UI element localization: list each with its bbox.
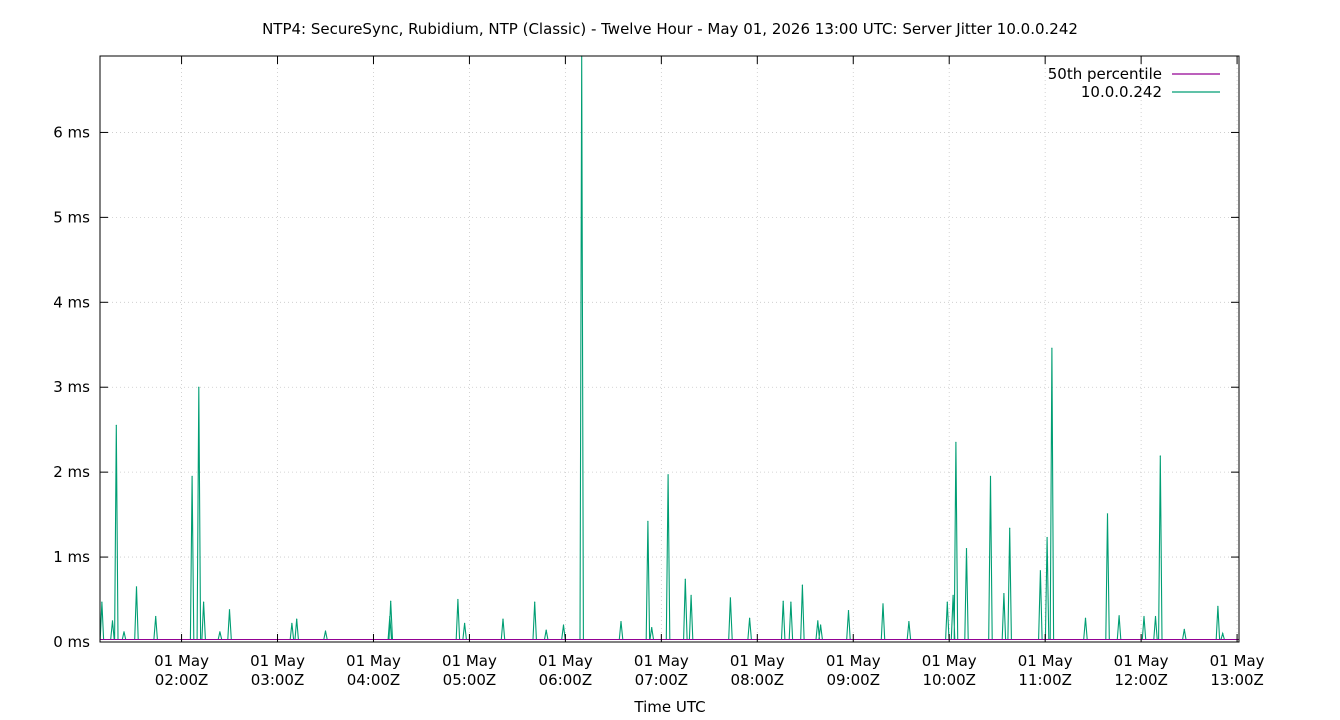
jitter-spike-point bbox=[1051, 347, 1053, 349]
jitter-spike-point bbox=[1222, 632, 1224, 635]
jitter-spike-point bbox=[457, 598, 459, 601]
jitter-spike-point bbox=[782, 600, 784, 602]
jitter-spike-point bbox=[324, 630, 327, 632]
x-tick-label-time: 06:00Z bbox=[539, 671, 593, 689]
legend-label: 10.0.0.242 bbox=[1081, 83, 1162, 101]
y-tick-label: 4 ms bbox=[53, 293, 90, 311]
jitter-spike-point bbox=[1046, 536, 1048, 539]
jitter-spike-point bbox=[464, 622, 466, 624]
jitter-spike-point bbox=[115, 424, 117, 426]
x-tick-label-day: 01 May bbox=[1018, 652, 1073, 670]
jitter-spike-point bbox=[1039, 570, 1041, 572]
y-tick-label: 6 ms bbox=[53, 123, 90, 141]
x-tick-label-day: 01 May bbox=[634, 652, 689, 670]
x-tick-label-time: 07:00Z bbox=[635, 671, 689, 689]
jitter-spike-point bbox=[729, 597, 732, 599]
x-tick-label-time: 02:00Z bbox=[155, 671, 209, 689]
x-tick-label-time: 08:00Z bbox=[731, 671, 785, 689]
x-tick-label-time: 12:00Z bbox=[1114, 671, 1168, 689]
series-line-10-0-0-242 bbox=[99, 55, 1239, 641]
jitter-spike-point bbox=[790, 601, 792, 603]
y-tick-label: 3 ms bbox=[53, 378, 90, 396]
jitter-spike-point bbox=[1154, 615, 1157, 618]
jitter-spike-point bbox=[1143, 615, 1145, 618]
jitter-spike-point bbox=[1217, 605, 1219, 607]
plot-border bbox=[99, 55, 1240, 643]
x-tick-label-day: 01 May bbox=[922, 652, 977, 670]
jitter-spike-point bbox=[965, 548, 968, 550]
x-tick-label-day: 01 May bbox=[346, 652, 401, 670]
jitter-spike-point bbox=[101, 601, 103, 603]
jitter-spike-point bbox=[1118, 615, 1120, 617]
jitter-spike-point bbox=[820, 624, 822, 626]
jitter-spike-point bbox=[191, 475, 193, 477]
x-tick-label-day: 01 May bbox=[1114, 652, 1169, 670]
x-tick-label-day: 01 May bbox=[442, 652, 497, 670]
jitter-spike-point bbox=[1183, 628, 1185, 630]
x-tick-label-time: 10:00Z bbox=[922, 671, 976, 689]
jitter-spike-point bbox=[203, 601, 205, 603]
x-tick-label-time: 05:00Z bbox=[443, 671, 497, 689]
y-tick-label: 1 ms bbox=[53, 548, 90, 566]
jitter-spike-point bbox=[390, 600, 392, 602]
jitter-spike-point bbox=[684, 578, 686, 580]
jitter-spike-point bbox=[1106, 513, 1109, 515]
jitter-spike-point bbox=[647, 520, 649, 523]
jitter-spike-point bbox=[651, 627, 653, 629]
jitter-spike-point bbox=[545, 629, 547, 631]
jitter-spike-point bbox=[562, 624, 565, 626]
jitter-spike-point bbox=[955, 441, 957, 443]
jitter-spike-point bbox=[502, 618, 504, 620]
x-tick-label-day: 01 May bbox=[730, 652, 785, 670]
jitter-spike-point bbox=[946, 601, 948, 603]
x-tick-label-day: 01 May bbox=[826, 652, 881, 670]
jitter-spike-point bbox=[198, 386, 200, 388]
x-tick-label-time: 11:00Z bbox=[1018, 671, 1072, 689]
jitter-spike-point bbox=[123, 631, 125, 633]
jitter-spike-point bbox=[296, 618, 298, 620]
jitter-spike-point bbox=[817, 620, 819, 622]
jitter-spike-point bbox=[847, 610, 850, 612]
x-tick-label-time: 09:00Z bbox=[826, 671, 880, 689]
y-tick-label: 5 ms bbox=[53, 208, 90, 226]
jitter-spike-point bbox=[620, 621, 622, 623]
y-tick-label: 2 ms bbox=[53, 463, 90, 481]
x-axis-label: Time UTC bbox=[633, 698, 705, 716]
jitter-spike-point bbox=[389, 615, 391, 618]
chart-title: NTP4: SecureSync, Rubidium, NTP (Classic… bbox=[262, 20, 1078, 38]
jitter-spike-point bbox=[667, 474, 669, 476]
jitter-spike-point bbox=[908, 621, 910, 623]
x-tick-label-time: 13:00Z bbox=[1210, 671, 1264, 689]
jitter-spike-point bbox=[111, 620, 114, 622]
jitter-spike-point bbox=[291, 622, 293, 624]
legend-label: 50th percentile bbox=[1048, 65, 1162, 83]
jitter-spike-point bbox=[1003, 593, 1005, 595]
y-tick-label: 0 ms bbox=[53, 633, 90, 651]
x-tick-label-time: 03:00Z bbox=[251, 671, 305, 689]
x-tick-label-day: 01 May bbox=[250, 652, 305, 670]
jitter-spike-point bbox=[1009, 527, 1011, 529]
jitter-spike-point bbox=[882, 603, 884, 605]
x-tick-label-time: 04:00Z bbox=[347, 671, 401, 689]
jitter-spike-point bbox=[228, 609, 231, 611]
x-tick-label-day: 01 May bbox=[538, 652, 593, 670]
jitter-spike-point bbox=[801, 584, 804, 586]
jitter-spike-point bbox=[1084, 617, 1087, 619]
jitter-spike-point bbox=[155, 615, 157, 618]
jitter-spike-point bbox=[989, 475, 992, 477]
jitter-spike-point bbox=[749, 617, 751, 619]
jitter-spike-point bbox=[690, 594, 692, 596]
grid-layer bbox=[100, 56, 1239, 642]
jitter-spike-point bbox=[1159, 455, 1161, 457]
jitter-spike-point bbox=[135, 586, 138, 588]
jitter-spike-point bbox=[219, 631, 221, 633]
x-tick-label-day: 01 May bbox=[1210, 652, 1265, 670]
series-layer bbox=[99, 55, 1239, 641]
x-tick-label-day: 01 May bbox=[154, 652, 209, 670]
jitter-spike-point bbox=[534, 601, 536, 603]
jitter-spike-point bbox=[952, 594, 954, 596]
